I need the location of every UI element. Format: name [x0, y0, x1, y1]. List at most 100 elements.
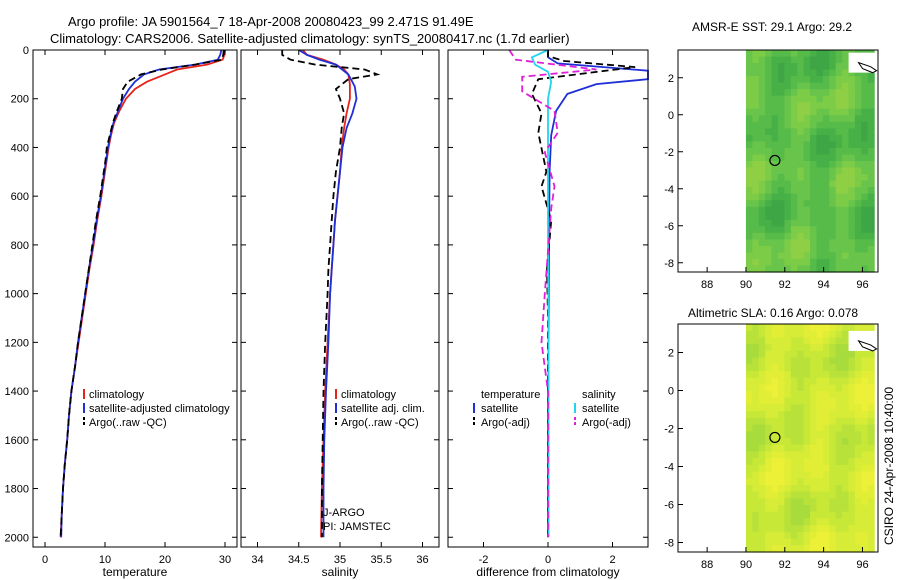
amsre_sst-heatmap-cell: [752, 69, 760, 77]
altimetric_sla-heatmap-cell: [797, 525, 805, 533]
amsre_sst-heatmap-cell: [778, 265, 786, 273]
altimetric_sla-heatmap-cell: [816, 411, 824, 419]
amsre_sst-heatmap-cell: [867, 174, 875, 182]
amsre_sst-heatmap-cell: [790, 239, 798, 247]
altimetric_sla-heatmap-cell: [745, 538, 753, 546]
amsre_sst-heatmap-cell: [861, 232, 869, 240]
altimetric_sla-heatmap-cell: [752, 444, 760, 453]
altimetric_sla-heatmap-cell: [810, 511, 818, 520]
altimetric_sla-heatmap-cell: [867, 424, 875, 432]
amsre_sst-heatmap-cell: [842, 219, 850, 227]
altimetric_sla-heatmap-cell: [803, 344, 811, 352]
amsre_sst-heatmap-cell: [848, 69, 856, 77]
amsre_sst-heatmap-cell: [842, 121, 850, 129]
amsre_sst-heatmap-cell: [867, 213, 875, 221]
altimetric_sla-heatmap-cell: [835, 531, 843, 540]
altimetric_sla-heatmap-cell: [778, 350, 786, 359]
amsre_sst-heatmap-cell: [765, 245, 773, 254]
amsre_sst-heatmap-cell: [810, 245, 818, 254]
altimetric_sla-heatmap-cell: [790, 324, 798, 332]
amsre_sst-heatmap-cell: [829, 200, 837, 208]
altimetric_sla-heatmap-cell: [854, 545, 862, 553]
amsre_sst-heatmap-cell: [784, 108, 792, 116]
amsre_sst-heatmap-cell: [810, 252, 818, 260]
altimetric_sla-heatmap-cell: [752, 458, 760, 466]
altimetric_sla-heatmap-cell: [803, 478, 811, 486]
altimetric_sla-heatmap-cell: [745, 337, 753, 345]
amsre_sst-heatmap-cell: [778, 174, 786, 182]
amsre_sst-heatmap-cell: [784, 258, 792, 267]
amsre_sst-heatmap-cell: [771, 69, 779, 77]
amsre_sst-heatmap-cell: [771, 232, 779, 240]
amsre_sst-heatmap-cell: [797, 200, 805, 208]
amsre_sst-heatmap-cell: [835, 50, 843, 58]
amsre_sst-heatmap-cell: [758, 161, 766, 169]
amsre_sst-heatmap-cell: [835, 102, 843, 110]
amsre_sst-heatmap-cell: [745, 226, 753, 234]
temperature-legend-label: climatology: [89, 389, 145, 401]
altimetric_sla-heatmap-cell: [778, 478, 786, 486]
amsre_sst-heatmap-cell: [778, 69, 786, 77]
amsre_sst-heatmap-cell: [816, 206, 824, 214]
altimetric_sla-heatmap-cell: [835, 424, 843, 432]
amsre_sst-heatmap-cell: [784, 232, 792, 240]
altimetric_sla-coastline: [857, 339, 878, 352]
amsre_sst-heatmap-cell: [854, 108, 862, 116]
amsre_sst-ytick-label: 0: [668, 110, 674, 122]
amsre_sst-heatmap-cell: [861, 102, 869, 110]
altimetric_sla-heatmap-cell: [854, 491, 862, 499]
altimetric_sla-heatmap-cell: [790, 411, 798, 419]
altimetric_sla-heatmap-cell: [771, 377, 779, 385]
amsre_sst-heatmap-cell: [848, 232, 856, 240]
amsre_sst-heatmap-cell: [752, 141, 760, 149]
altimetric_sla-heatmap-cell: [765, 350, 773, 359]
amsre_sst-heatmap-cell: [745, 167, 753, 175]
altimetric_sla-heatmap-cell: [771, 464, 779, 473]
amsre_sst-heatmap-cell: [861, 161, 869, 169]
altimetric_sla-heatmap-cell: [745, 384, 753, 392]
altimetric_sla-heatmap-cell: [835, 438, 843, 446]
amsre_sst-heatmap-cell: [803, 232, 811, 240]
altimetric_sla-heatmap-cell: [752, 545, 760, 553]
altimetric_sla-heatmap-cell: [816, 451, 824, 459]
amsre_sst-heatmap-cell: [745, 193, 753, 201]
amsre_sst-heatmap-cell: [854, 128, 862, 136]
amsre_sst-heatmap-cell: [842, 108, 850, 116]
amsre_sst-heatmap-cell: [810, 134, 818, 143]
amsre_sst-ytick-label: -2: [664, 147, 674, 159]
altimetric_sla-heatmap-cell: [816, 417, 824, 426]
altimetric_sla-heatmap-cell: [765, 397, 773, 406]
altimetric_sla-heatmap-cell: [790, 538, 798, 546]
altimetric_sla-heatmap-cell: [745, 478, 753, 486]
altimetric_sla-heatmap-cell: [752, 431, 760, 439]
altimetric_sla-heatmap-cell: [790, 484, 798, 493]
altimetric_sla-heatmap-cell: [867, 397, 875, 406]
amsre_sst-heatmap-cell: [867, 258, 875, 267]
amsre_sst-heatmap-cell: [790, 63, 798, 71]
amsre_sst-heatmap-cell: [816, 193, 824, 201]
altimetric_sla-heatmap-cell: [810, 404, 818, 412]
altimetric_sla-heatmap-cell: [745, 438, 753, 446]
altimetric_sla-heatmap-cell: [803, 525, 811, 533]
altimetric_sla-heatmap-cell: [758, 324, 766, 332]
altimetric_sla-heatmap-cell: [867, 531, 875, 540]
altimetric_sla-heatmap-cell: [765, 471, 773, 479]
amsre_sst-heatmap-cell: [854, 226, 862, 234]
altimetric_sla-heatmap-cell: [745, 344, 753, 352]
amsre_sst-heatmap-cell: [822, 206, 830, 214]
amsre_sst-heatmap-cell: [778, 213, 786, 221]
altimetric_sla-heatmap-cell: [829, 505, 837, 513]
altimetric_sla-heatmap-cell: [790, 397, 798, 406]
altimetric_sla-heatmap-cell: [797, 458, 805, 466]
amsre_sst-heatmap-cell: [778, 108, 786, 116]
amsre_sst-heatmap-cell: [810, 63, 818, 71]
amsre_sst-heatmap-cell: [803, 174, 811, 182]
altimetric_sla-heatmap-cell: [790, 384, 798, 392]
altimetric_sla-heatmap-cell: [752, 525, 760, 533]
amsre_sst-heatmap-cell: [867, 115, 875, 123]
altimetric_sla-heatmap-cell: [784, 464, 792, 473]
amsre_sst-heatmap-cell: [861, 265, 869, 273]
amsre_sst-heatmap-cell: [745, 134, 753, 143]
amsre_sst-heatmap-cell: [765, 161, 773, 169]
altimetric_sla-heatmap-cell: [790, 337, 798, 345]
